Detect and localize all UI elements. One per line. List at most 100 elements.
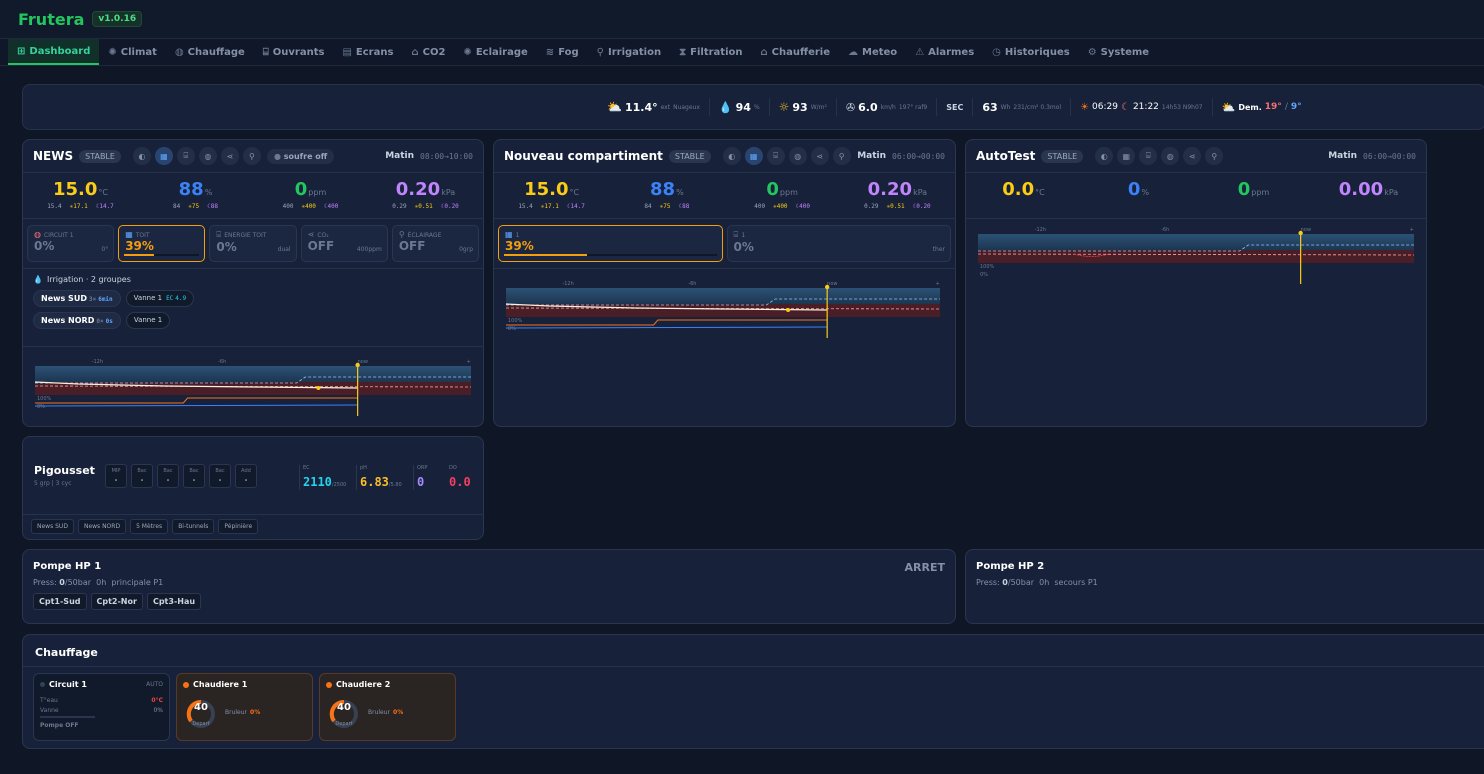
- equipment-tile[interactable]: ⌸ 1 0% ther: [726, 225, 951, 262]
- compartment-card-nouveau[interactable]: Nouveau compartiment STABLE ◐ ▦ ⌸ ◍ ⋖ ⚲ Matin 06:…: [493, 139, 956, 427]
- equipment-tile[interactable]: ◍ CIRCUIT 1 0% 0°: [27, 225, 115, 262]
- fertigation-step[interactable]: Bac -: [131, 464, 153, 488]
- nav-item-filtration[interactable]: ⧗ Filtration: [670, 39, 751, 65]
- nav-item-chaufferie[interactable]: ⌂ Chaufferie: [751, 39, 839, 65]
- history-chart[interactable]: -12h -6h now +100% 0%: [977, 226, 1415, 284]
- nav-item-dashboard[interactable]: ⊞ Dashboard: [8, 39, 100, 65]
- nav-item-climat[interactable]: ✺ Climat: [99, 39, 166, 65]
- metric-unit: %: [1141, 188, 1150, 197]
- nav-item-eclairage[interactable]: ✺ Eclairage: [454, 39, 536, 65]
- top-bar: Frutera v1.0.16: [0, 0, 1484, 39]
- equipment-value: OFF: [307, 239, 335, 253]
- nav-item-historiques[interactable]: ◷ Historiques: [983, 39, 1079, 65]
- pump-card-1[interactable]: Pompe HP 1 ARRET Press: 0/50bar 0h princ…: [22, 549, 956, 624]
- flame-icon[interactable]: ◍: [1161, 147, 1180, 165]
- clock-icon: ◷: [992, 46, 1001, 58]
- grid-icon[interactable]: ▦: [154, 147, 173, 165]
- metric-unit: ppm: [1251, 188, 1270, 197]
- pump-compartment-tag[interactable]: Cpt1-Sud: [33, 593, 87, 610]
- soufre-toggle[interactable]: ● soufre off: [266, 148, 335, 164]
- window-icon[interactable]: ⌸: [1139, 147, 1158, 165]
- boiler-gauge: 40 Depart: [185, 698, 217, 730]
- compartment-header: NEWS STABLE ◐ ▦ ⌸ ◍ ⋖ ⚲ ● soufre off Matin 08:00→1…: [23, 140, 483, 173]
- flame-icon[interactable]: ◍: [788, 147, 807, 165]
- compartment-title[interactable]: AutoTest: [976, 149, 1036, 163]
- nav-item-systeme[interactable]: ⚙ Systeme: [1079, 39, 1158, 65]
- compartment-title[interactable]: Nouveau compartiment: [504, 149, 663, 163]
- nav-item-irrigation[interactable]: ⚲ Irrigation: [588, 39, 670, 65]
- pump-compartment-tag[interactable]: Cpt3-Hau: [146, 593, 202, 610]
- share-icon[interactable]: ⋖: [810, 147, 829, 165]
- metrics-row: 0.0°C 0% 0ppm 0.00kPa: [966, 173, 1426, 219]
- droplet-icon[interactable]: ◐: [722, 147, 741, 165]
- fertigation-tag[interactable]: Pépinière: [218, 519, 259, 534]
- fertigation-tag[interactable]: Bi-tunnels: [172, 519, 215, 534]
- droplet-icon[interactable]: ◐: [1095, 147, 1114, 165]
- pump-status-line: Press: 0/50bar 0h principale P1: [33, 578, 164, 587]
- boiler-card[interactable]: Chaudiere 1 40 Depart Bruleur 0%: [176, 673, 313, 741]
- valve-pill[interactable]: Vanne 1 EC 4.9: [125, 290, 195, 307]
- equipment-tile[interactable]: ⚲ ÉCLAIRAGE OFF 0grp: [391, 225, 480, 262]
- fertigation-step[interactable]: Bac -: [209, 464, 231, 488]
- history-chart[interactable]: -12h -6h now +100% 0%: [505, 280, 941, 338]
- fertigation-tag[interactable]: 5 Mètres: [130, 519, 169, 534]
- metric: 88% 84 ✳75 ☾88: [609, 173, 724, 218]
- droplet-icon[interactable]: ◐: [132, 147, 151, 165]
- status-dot-icon: [183, 681, 189, 688]
- window-icon[interactable]: ⌸: [766, 147, 785, 165]
- weather-radiation: ☼ 93 W/m²: [770, 98, 837, 116]
- lamp-icon[interactable]: ⚲: [832, 147, 851, 165]
- nav-item-ecrans[interactable]: ▤ Ecrans: [333, 39, 402, 65]
- fertigation-step[interactable]: Bac -: [183, 464, 205, 488]
- share-icon[interactable]: ⋖: [220, 147, 239, 165]
- irrigation-group[interactable]: News SUD 3× 6min: [33, 290, 121, 307]
- chart-series-temp: [505, 303, 828, 311]
- nav-item-chauffage[interactable]: ◍ Chauffage: [166, 39, 254, 65]
- circuit-card[interactable]: Circuit 1 AUTO T°eau 0°C Vanne 0% Pompe OF…: [33, 673, 170, 741]
- boiler-card[interactable]: Chaudiere 2 40 Depart Bruleur 0%: [319, 673, 456, 741]
- metric-sub: 15.4 ✳17.1 ☾14.7: [47, 203, 114, 210]
- lamp-icon[interactable]: ⚲: [242, 147, 261, 165]
- nav-item-meteo[interactable]: ☁ Meteo: [839, 39, 906, 65]
- compartment-card-news[interactable]: NEWS STABLE ◐ ▦ ⌸ ◍ ⋖ ⚲ ● soufre off Matin 08:00→1…: [22, 139, 484, 427]
- chart-series-target: [34, 385, 472, 388]
- fertigation-tag[interactable]: News NORD: [77, 519, 127, 534]
- equipment-tile[interactable]: ⌸ ENERGIE TOIT 0% dual: [209, 225, 297, 262]
- equipment-tile[interactable]: ▦ TOIT 39%: [118, 225, 206, 262]
- fertigation-card[interactable]: Pigousset 5 grp | 3 cyc MIP - Bac - Bac - Bac -…: [22, 436, 484, 540]
- nav-item-ouvrants[interactable]: ⌸ Ouvrants: [254, 39, 334, 65]
- fertigation-tag[interactable]: News SUD: [31, 519, 74, 534]
- app-logo[interactable]: Frutera: [18, 9, 85, 29]
- equipment-icon: ▦: [505, 230, 513, 239]
- equipment-value: OFF: [398, 239, 426, 253]
- pump-card-2[interactable]: Pompe HP 2 Press: 0/50bar 0h secours P1: [965, 549, 1484, 624]
- grid-icon[interactable]: ▦: [1117, 147, 1136, 165]
- equipment-tile[interactable]: ▦ 1 39%: [498, 225, 723, 262]
- fertigation-step[interactable]: MIP -: [105, 464, 127, 488]
- fertigation-step[interactable]: Add -: [235, 464, 257, 488]
- valve-pill[interactable]: Vanne 1: [125, 312, 171, 329]
- equipment-tile[interactable]: ⋖ CO₂ OFF 400ppm: [300, 225, 388, 262]
- chart-band-upper: [35, 366, 471, 382]
- compartment-title[interactable]: NEWS: [33, 149, 74, 163]
- metric-unit: kPa: [913, 188, 928, 197]
- status-badge: STABLE: [668, 149, 711, 163]
- chart-point-current: [316, 386, 321, 390]
- share-icon[interactable]: ⋖: [1183, 147, 1202, 165]
- grid-icon[interactable]: ▦: [744, 147, 763, 165]
- chart-tick-label: now: [1301, 227, 1311, 233]
- irrigation-group[interactable]: News NORD 0× 0s: [33, 312, 121, 329]
- nav-item-fog[interactable]: ≋ Fog: [537, 39, 588, 65]
- compartment-card-autotest[interactable]: AutoTest STABLE ◐ ▦ ⌸ ◍ ⋖ ⚲ Matin 06:00→00:00 0.0°…: [965, 139, 1427, 427]
- lamp-icon[interactable]: ⚲: [1205, 147, 1224, 165]
- fertigation-step[interactable]: Bac -: [157, 464, 179, 488]
- ph-readout: pH 6.83/5.80: [356, 465, 402, 490]
- nav-item-co2[interactable]: ⌂ CO2: [402, 39, 454, 65]
- chart-zero-label: 0%: [980, 272, 988, 278]
- equipment-progress: [504, 254, 717, 256]
- nav-item-alarmes[interactable]: ⚠ Alarmes: [906, 39, 983, 65]
- window-icon[interactable]: ⌸: [176, 147, 195, 165]
- flame-icon[interactable]: ◍: [198, 147, 217, 165]
- history-chart[interactable]: -12h -6h now +100% 0%: [34, 358, 472, 416]
- pump-compartment-tag[interactable]: Cpt2-Nor: [90, 593, 143, 610]
